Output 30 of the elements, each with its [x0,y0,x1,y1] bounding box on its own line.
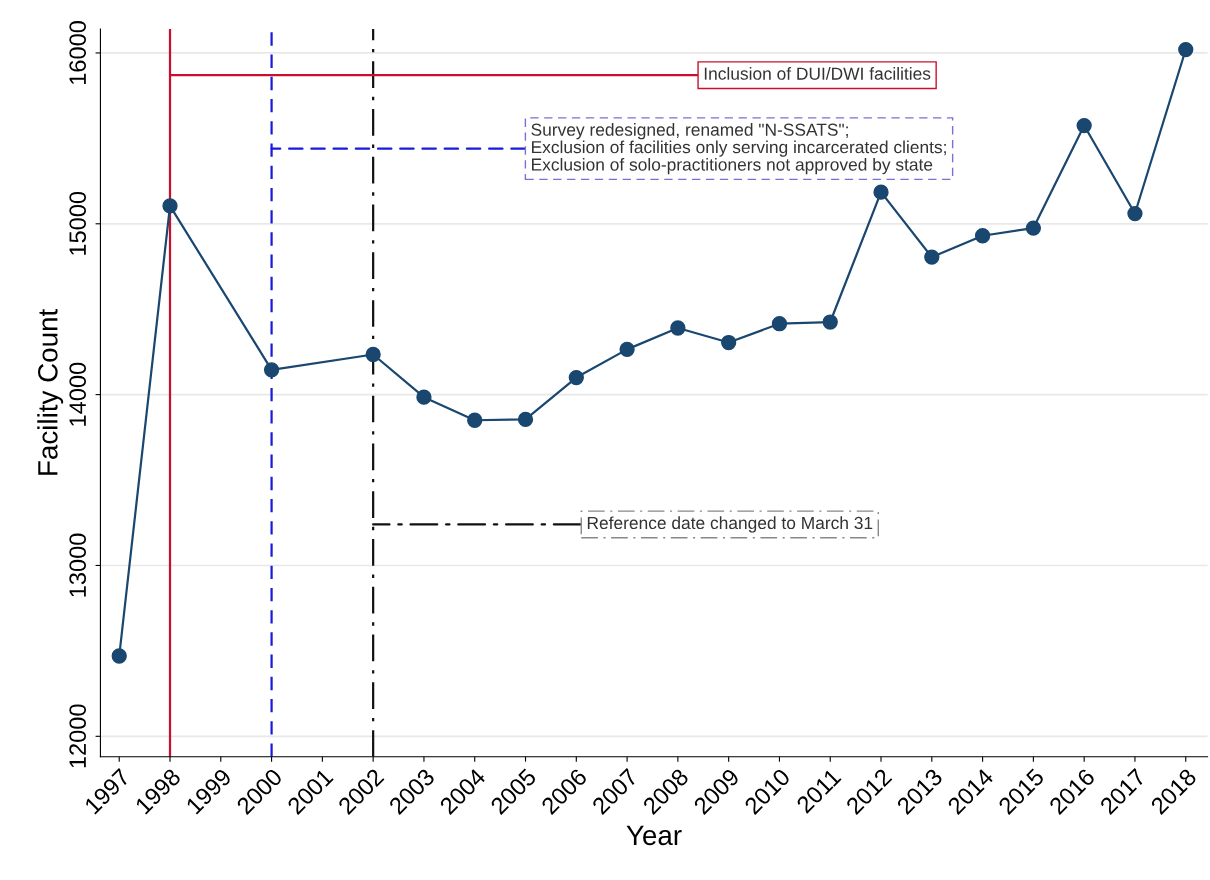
point [467,412,483,428]
x-axis-title: Year [626,825,682,846]
point [416,389,432,405]
point [1127,205,1143,222]
point [568,369,584,386]
point [771,316,788,332]
annotation: Survey redesigned, renamed "N-SSATS"; Exclusion of facilities only serving incarcerated clients; Exclusion of solo-practitioners not approved by state [531,123,946,175]
point [1025,220,1042,236]
y-tick-label: 14000 [69,362,87,426]
point [721,334,737,351]
y-axis-title: Facility Count [37,308,64,475]
point [670,320,686,336]
y-tick-label: 15000 [69,191,87,255]
point [822,314,838,330]
point [365,346,381,363]
point [111,648,127,664]
point [873,184,889,200]
point [263,362,280,378]
point [1178,41,1194,58]
point [162,198,178,214]
point [1076,117,1092,134]
y-tick-label: 13000 [69,533,87,597]
point [517,411,534,428]
y-tick-label: 16000 [69,21,87,84]
point [974,228,991,244]
point [924,249,940,265]
y-tick-label: 12000 [69,704,87,768]
annotation: Reference date changed to March 31 [587,516,873,533]
point [619,341,635,357]
annotation: Inclusion of DUI/DWI facilities [704,67,931,80]
